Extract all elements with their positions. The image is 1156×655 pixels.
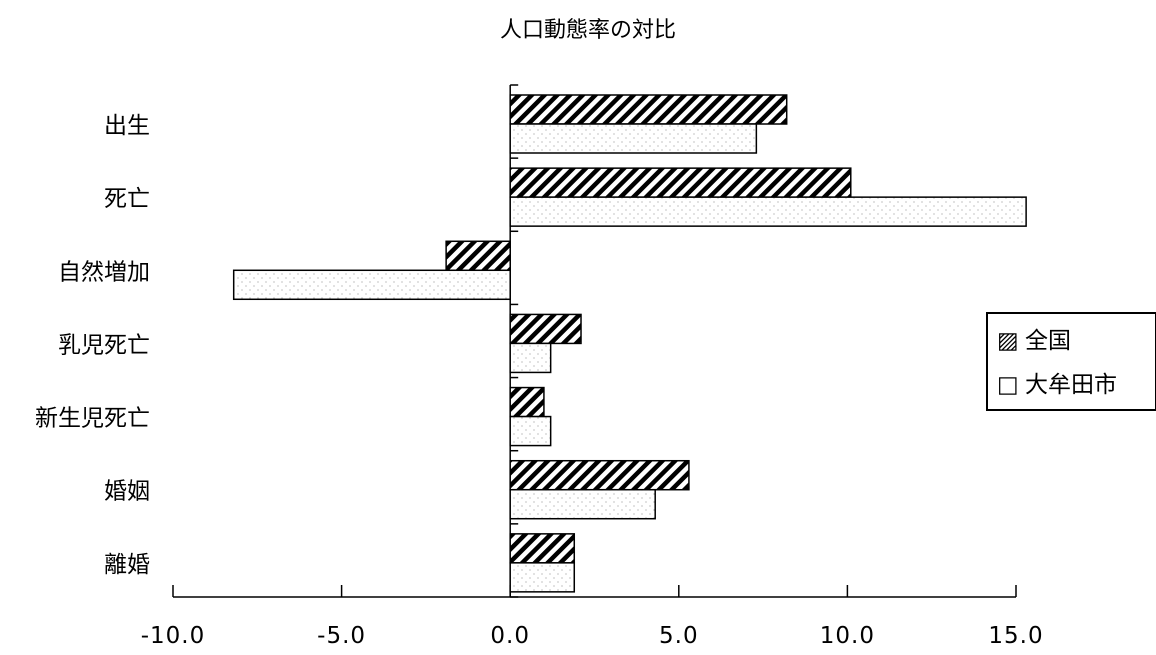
bar-series-1 [509,386,545,418]
legend-entry-2-symbol: □ [997,372,1019,398]
bar-series-2 [232,269,511,301]
bars [232,94,1027,593]
bar-series-1 [509,313,582,345]
category-label: 離婚 [104,552,150,578]
bar-series-2 [509,415,552,447]
bar-series-1 [509,94,788,125]
category-label: 婚姻 [104,479,150,505]
x-tick-label: 5.0 [659,623,699,649]
bar-series-1 [445,240,511,272]
bar-series-2 [509,562,576,593]
chart-title: 人口動態率の対比 [500,18,676,43]
bar-series-1 [509,459,690,491]
category-label: 死亡 [104,186,150,212]
bar-series-2 [509,123,758,154]
legend-entry-2-label: 大牟田市 [1025,372,1117,398]
legend-box [986,312,1156,411]
bar-series-1 [509,533,576,564]
category-label: 自然増加 [58,259,150,285]
bar-series-2 [509,488,656,520]
bar-series-2 [509,342,552,374]
legend-entry-1-symbol: ▨ [997,328,1019,354]
legend-entry-1-label: 全国 [1025,328,1071,354]
x-tick-label: 10.0 [820,623,875,649]
x-tick-label: -10.0 [141,623,206,649]
category-label: 新生児死亡 [35,406,150,432]
axes [172,84,1017,598]
x-tick-label: -5.0 [317,623,366,649]
bar-series-2 [509,196,1027,227]
bar-series-1 [509,167,852,198]
legend: ▨ 全国 □ 大牟田市 [986,312,1156,411]
category-label: 出生 [104,113,150,139]
x-tick-label: 15.0 [988,623,1043,649]
x-tick-label: 0.0 [490,623,530,649]
category-label: 乳児死亡 [58,332,150,358]
tick-labels: -10.0 -5.0 0.0 5.0 10.0 15.0 [141,623,1043,649]
